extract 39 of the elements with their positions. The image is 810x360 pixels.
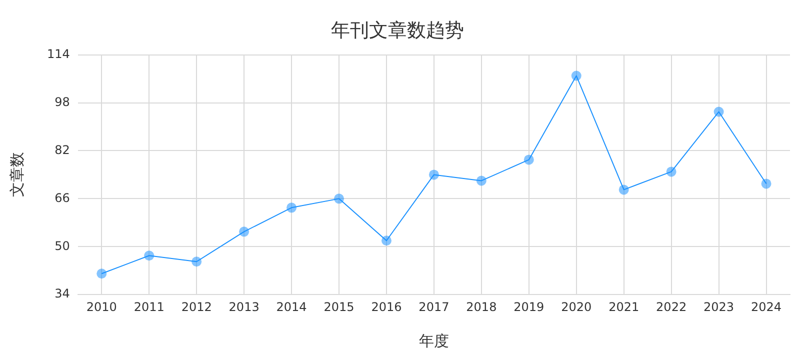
x-tick-label: 2010	[86, 300, 117, 314]
x-tick-label: 2015	[324, 300, 354, 314]
point	[381, 236, 392, 246]
point	[761, 178, 772, 189]
x-tick-label: 2019	[514, 300, 544, 314]
x-tick-label: 2020	[561, 300, 592, 314]
x-tick-label: 2021	[608, 300, 640, 314]
point	[666, 166, 676, 177]
x-tick-label: 2022	[656, 300, 687, 314]
y-tick-label: 50	[54, 238, 70, 253]
point	[476, 176, 486, 186]
x-tick-label: 2011	[134, 300, 164, 314]
x-tick-label: 2016	[371, 300, 402, 314]
x-axis-title: 年度	[418, 332, 449, 350]
y-tick-label: 66	[54, 190, 70, 205]
point	[334, 194, 344, 204]
y-tick-label: 34	[54, 286, 70, 301]
point	[714, 106, 724, 117]
point	[239, 226, 250, 237]
x-tick-label: 2013	[228, 300, 260, 314]
x-tick-label: 2014	[276, 300, 307, 314]
point	[524, 154, 534, 165]
point	[571, 70, 582, 81]
y-tick-label: 98	[54, 94, 70, 109]
point	[96, 268, 107, 279]
chart-title: 年刊文章数趋势	[331, 19, 464, 42]
x-tick-label: 2018	[466, 300, 497, 314]
y-tick-label: 82	[54, 142, 70, 157]
point	[618, 184, 629, 195]
x-tick-label: 2024	[750, 300, 782, 314]
x-tick-label: 2017	[418, 300, 450, 314]
point	[286, 202, 297, 213]
y-axis-title: 文章数	[8, 152, 26, 198]
y-tick-label: 114	[47, 46, 70, 61]
point	[144, 250, 154, 261]
x-tick-label: 2012	[181, 300, 212, 314]
x-tick-label: 2023	[704, 300, 734, 314]
point	[192, 256, 202, 267]
point	[428, 170, 439, 180]
